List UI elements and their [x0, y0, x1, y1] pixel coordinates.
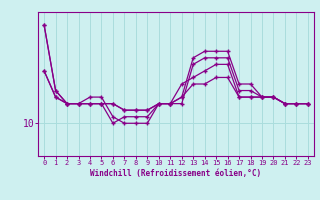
X-axis label: Windchill (Refroidissement éolien,°C): Windchill (Refroidissement éolien,°C): [91, 169, 261, 178]
